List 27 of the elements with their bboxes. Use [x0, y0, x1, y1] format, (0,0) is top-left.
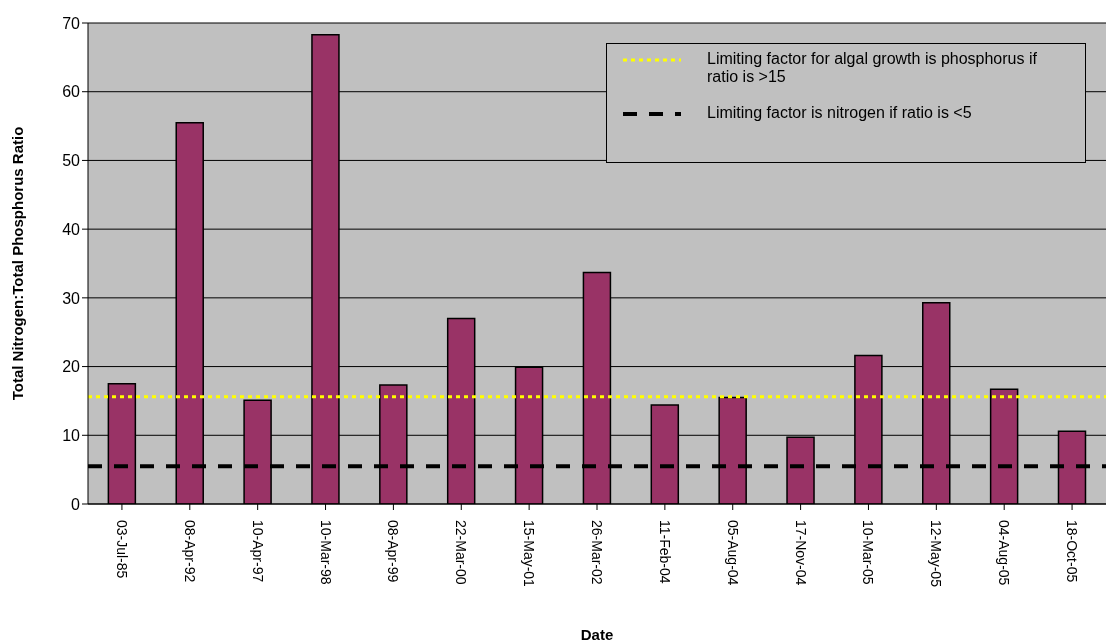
y-tick-label: 30: [62, 289, 81, 307]
y-tick-label: 10: [62, 426, 81, 444]
x-tick-label: 08-Apr-92: [181, 520, 198, 583]
x-tick-label: 26-Mar-02: [589, 520, 605, 585]
x-tick-label: 10-Mar-05: [860, 520, 877, 585]
y-tick-label: 20: [62, 358, 81, 376]
y-tick-label: 50: [62, 152, 81, 170]
y-tick-label: 0: [71, 495, 81, 513]
x-tick-label: 10-Apr-97: [249, 520, 266, 583]
x-tick-label: 17-Nov-04: [792, 520, 809, 586]
x-tick-label: 11-Feb-04: [656, 520, 673, 584]
x-tick-label: 03-Jul-85: [113, 520, 130, 579]
x-tick-label: 18-Oct-05: [1064, 520, 1081, 583]
x-tick-label: 10-Mar-98: [317, 520, 334, 585]
y-tick-label: 40: [62, 220, 81, 238]
x-tick-label: 12-May-05: [928, 520, 945, 588]
x-tick-label: 04-Aug-05: [996, 520, 1013, 586]
y-tick-label: 60: [62, 83, 81, 101]
x-tick-label: 08-Apr-99: [385, 520, 402, 583]
legend-label: Limiting factor is nitrogen if ratio is <5: [707, 104, 972, 122]
legend-label: Limiting factor for algal growth is phosphorus if ratio is >15: [707, 50, 1038, 86]
x-tick-label: 05-Aug-04: [724, 520, 741, 586]
x-tick-label: 15-May-01: [521, 520, 538, 588]
x-tick-label: 22-Mar-00: [453, 520, 470, 585]
y-tick-label: 70: [62, 14, 81, 32]
x-axis-title: Date: [580, 626, 614, 643]
y-axis-title: Total Nitrogen:Total Phosphorus Ratio: [9, 126, 27, 401]
